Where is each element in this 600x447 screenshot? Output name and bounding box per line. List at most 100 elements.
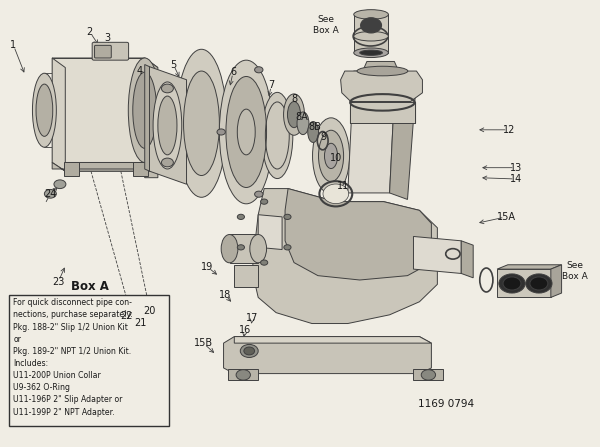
Text: 15B: 15B <box>194 338 213 348</box>
Ellipse shape <box>323 184 349 203</box>
Circle shape <box>44 190 56 198</box>
Circle shape <box>217 129 226 135</box>
Text: 12: 12 <box>503 125 515 135</box>
Text: See
Box A: See Box A <box>313 15 338 35</box>
Circle shape <box>530 277 548 290</box>
Polygon shape <box>258 215 282 249</box>
Ellipse shape <box>287 101 301 128</box>
Text: For quick disconnect pipe con-
nections, purchase separately:
Pkg. 188-2" Slip 1: For quick disconnect pipe con- nections,… <box>13 298 133 417</box>
Polygon shape <box>133 162 148 176</box>
Polygon shape <box>413 236 461 274</box>
Ellipse shape <box>308 122 319 143</box>
Ellipse shape <box>354 48 388 58</box>
Ellipse shape <box>220 60 273 204</box>
Text: 20: 20 <box>143 306 155 316</box>
Ellipse shape <box>354 96 411 109</box>
Ellipse shape <box>313 118 350 194</box>
Ellipse shape <box>237 109 255 155</box>
Ellipse shape <box>354 31 388 41</box>
Polygon shape <box>354 14 388 36</box>
Circle shape <box>254 67 263 73</box>
Polygon shape <box>52 162 158 178</box>
Polygon shape <box>363 62 398 71</box>
Polygon shape <box>285 189 431 280</box>
Text: 16: 16 <box>239 325 251 335</box>
Polygon shape <box>145 58 158 171</box>
Text: 21: 21 <box>134 318 146 328</box>
Ellipse shape <box>176 49 227 197</box>
Ellipse shape <box>297 112 309 135</box>
Polygon shape <box>52 58 65 171</box>
Polygon shape <box>52 58 145 162</box>
Ellipse shape <box>354 10 388 19</box>
Text: 2: 2 <box>86 27 93 37</box>
Text: 1: 1 <box>10 40 16 50</box>
FancyBboxPatch shape <box>95 45 111 58</box>
Text: 10: 10 <box>330 153 342 163</box>
Ellipse shape <box>250 235 266 263</box>
Polygon shape <box>230 234 258 262</box>
Circle shape <box>499 274 525 293</box>
Ellipse shape <box>32 73 56 147</box>
Circle shape <box>503 277 521 290</box>
Text: 22: 22 <box>121 311 133 320</box>
Text: 18: 18 <box>219 290 232 300</box>
Circle shape <box>284 214 291 219</box>
Circle shape <box>240 345 258 358</box>
Ellipse shape <box>226 76 266 187</box>
Text: 13: 13 <box>510 163 523 173</box>
Circle shape <box>238 245 244 250</box>
Text: 11: 11 <box>337 181 349 191</box>
Circle shape <box>123 301 134 309</box>
Circle shape <box>161 84 173 93</box>
Text: 8: 8 <box>291 94 297 104</box>
Text: 24: 24 <box>44 189 56 199</box>
Circle shape <box>161 158 173 167</box>
Polygon shape <box>235 337 431 343</box>
Circle shape <box>146 316 157 324</box>
Circle shape <box>526 274 552 293</box>
Text: 14: 14 <box>510 174 523 184</box>
Text: 23: 23 <box>52 277 64 287</box>
Text: Box A: Box A <box>71 280 109 293</box>
Polygon shape <box>389 71 416 199</box>
Ellipse shape <box>360 50 382 55</box>
Ellipse shape <box>221 235 238 263</box>
Ellipse shape <box>284 94 304 135</box>
Polygon shape <box>551 265 562 297</box>
Polygon shape <box>52 162 158 171</box>
Circle shape <box>284 245 291 250</box>
Ellipse shape <box>319 130 344 181</box>
Polygon shape <box>224 337 431 374</box>
Polygon shape <box>235 265 258 287</box>
Text: 3: 3 <box>104 34 110 43</box>
Ellipse shape <box>184 71 220 176</box>
Polygon shape <box>350 102 415 123</box>
Circle shape <box>244 347 254 355</box>
Text: 6: 6 <box>230 67 236 77</box>
Circle shape <box>254 191 263 197</box>
FancyBboxPatch shape <box>92 42 128 60</box>
Text: 8B: 8B <box>308 122 321 132</box>
Text: 15A: 15A <box>497 212 515 222</box>
Circle shape <box>260 199 268 204</box>
Ellipse shape <box>325 143 338 169</box>
Text: 17: 17 <box>246 313 259 323</box>
Ellipse shape <box>153 82 182 169</box>
Ellipse shape <box>133 72 157 148</box>
Ellipse shape <box>262 93 293 178</box>
Polygon shape <box>497 265 562 269</box>
Polygon shape <box>461 241 473 278</box>
Ellipse shape <box>158 96 177 155</box>
Text: 7: 7 <box>268 80 274 90</box>
Text: 4: 4 <box>137 66 143 76</box>
Ellipse shape <box>36 84 53 136</box>
Text: 8A: 8A <box>295 112 308 122</box>
Circle shape <box>421 370 436 380</box>
Polygon shape <box>348 71 395 193</box>
Polygon shape <box>341 71 422 101</box>
Polygon shape <box>252 189 437 324</box>
Polygon shape <box>497 269 551 297</box>
Circle shape <box>236 370 250 380</box>
Text: 19: 19 <box>202 262 214 272</box>
